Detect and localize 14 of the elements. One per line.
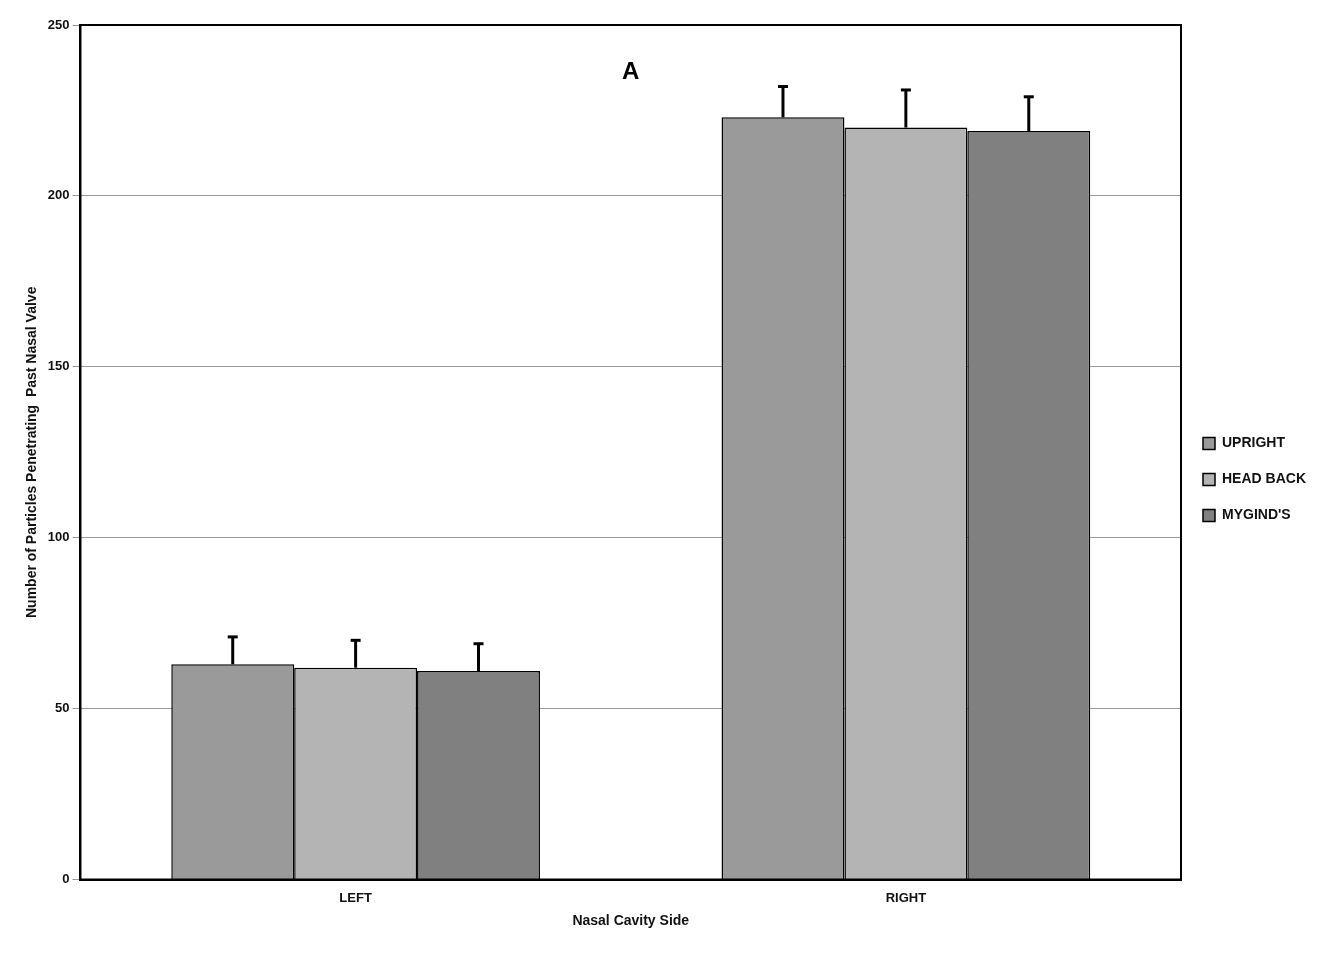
legend-label: MYGIND'S	[1222, 506, 1291, 523]
legend-label: HEAD BACK	[1222, 470, 1306, 487]
y-tick-label: 150	[47, 358, 70, 374]
x-tick-label: LEFT	[339, 889, 372, 905]
y-tick-label: 250	[47, 16, 70, 32]
y-tick-label: 50	[55, 700, 70, 716]
text: A	[622, 56, 640, 84]
x-axis-title: Nasal Cavity Side	[572, 912, 690, 929]
y-tick-label: 100	[47, 529, 70, 545]
legend-label: UPRIGHT	[1222, 434, 1286, 451]
y-axis-title: Number of Particles Penetrating Past Nasal Valve	[23, 286, 40, 619]
y-tick-label: 0	[62, 871, 70, 887]
x-tick-label: RIGHT	[885, 889, 927, 905]
y-tick-label: 200	[47, 187, 70, 203]
